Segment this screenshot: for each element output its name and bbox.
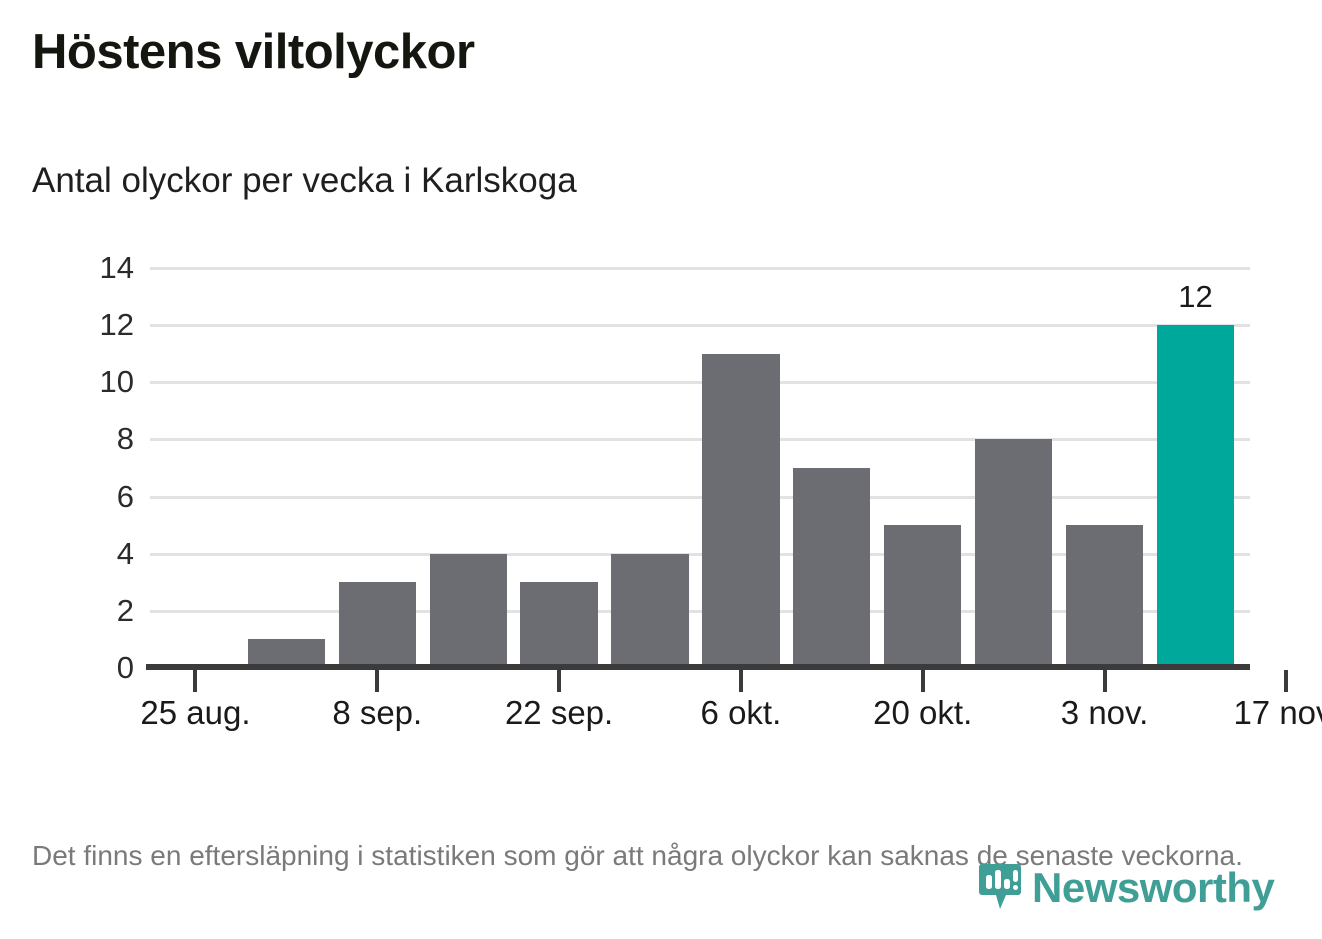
bar[interactable] bbox=[611, 553, 689, 668]
bar[interactable] bbox=[429, 553, 507, 668]
bar[interactable] bbox=[884, 525, 962, 668]
x-axis-line bbox=[146, 664, 1250, 670]
x-axis-tick-label: 3 nov. bbox=[1060, 694, 1149, 731]
x-axis-tick bbox=[557, 670, 562, 692]
newsworthy-bars-bubble-icon bbox=[978, 862, 1022, 914]
y-axis-tick-label: 6 bbox=[116, 478, 134, 514]
x-axis-tick-label: 25 aug. bbox=[140, 694, 251, 731]
gridline bbox=[150, 324, 1250, 328]
x-axis-tick bbox=[738, 670, 743, 692]
x-axis-tick-label: 6 okt. bbox=[700, 694, 782, 731]
gridline bbox=[150, 609, 1250, 613]
plot-area bbox=[150, 267, 1250, 668]
y-axis-tick-label: 10 bbox=[99, 364, 134, 400]
bar[interactable] bbox=[793, 468, 871, 668]
bar[interactable] bbox=[1156, 325, 1235, 668]
x-axis-tick-label: 8 sep. bbox=[332, 694, 423, 731]
bar[interactable] bbox=[1065, 525, 1144, 668]
bar[interactable] bbox=[338, 582, 416, 668]
x-axis-tick bbox=[920, 670, 925, 692]
gridline bbox=[150, 495, 1250, 499]
y-axis-tick-label: 12 bbox=[99, 307, 134, 343]
chart-subtitle: Antal olyckor per vecka i Karlskoga bbox=[32, 161, 577, 200]
x-axis-tick bbox=[1284, 670, 1289, 692]
y-axis-tick-label: 0 bbox=[116, 650, 134, 685]
newsworthy-wordmark: Newsworthy bbox=[1032, 864, 1275, 911]
x-axis-tick bbox=[375, 670, 380, 692]
bar[interactable] bbox=[975, 439, 1053, 668]
x-axis-tick bbox=[1102, 670, 1107, 692]
x-axis-tick-label: 20 okt. bbox=[873, 694, 973, 731]
y-axis-tick-label: 2 bbox=[116, 592, 134, 628]
x-axis-tick-label: 22 sep. bbox=[504, 694, 614, 731]
gridline bbox=[150, 381, 1250, 385]
x-axis-tick-label: 17 nov. bbox=[1233, 694, 1322, 731]
x-axis-tick bbox=[193, 670, 198, 692]
page-title: Höstens viltolyckor bbox=[32, 25, 475, 79]
bar[interactable] bbox=[520, 582, 598, 668]
gridline bbox=[150, 552, 1250, 556]
newsworthy-logo: Newsworthy bbox=[978, 862, 1275, 914]
footnote: Det finns en eftersläpning i statistiken… bbox=[32, 840, 1243, 871]
y-axis-tick-label: 14 bbox=[99, 250, 134, 285]
y-axis-tick-label: 8 bbox=[116, 421, 134, 457]
y-axis-tick-label: 4 bbox=[116, 535, 134, 571]
bar-chart: 0 2 4 6 8 10 12 14 25 aug. 8 sep. 22 sep. 6 okt. 20… bbox=[99, 250, 1322, 731]
gridline bbox=[150, 267, 1250, 270]
gridline bbox=[150, 438, 1250, 442]
bar[interactable] bbox=[702, 353, 780, 668]
bar-value-label: 12 bbox=[1178, 279, 1213, 315]
bar[interactable] bbox=[247, 639, 325, 668]
